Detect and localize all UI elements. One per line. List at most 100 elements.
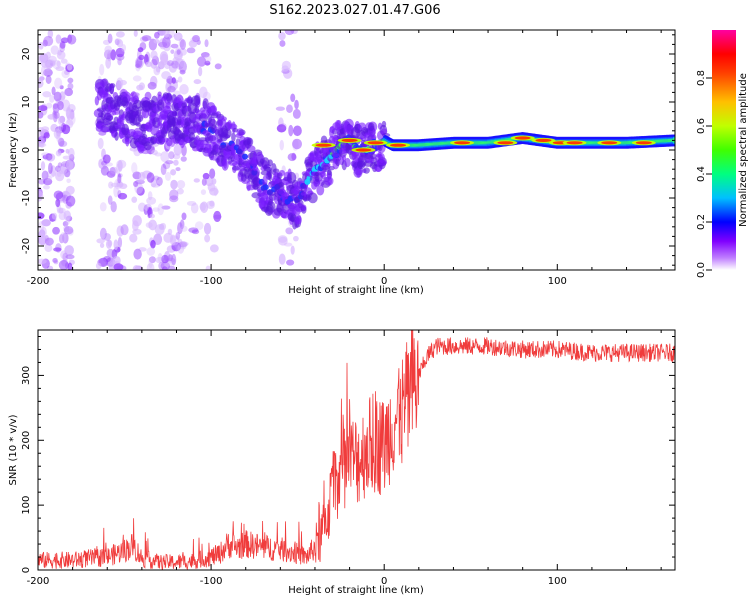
spectrogram-cell	[177, 243, 185, 254]
spectrogram-cell	[190, 202, 199, 214]
colorbar-tick-label: 0.2	[696, 214, 707, 230]
spectrogram-cell	[157, 252, 163, 263]
spectrogram-cell	[59, 41, 66, 49]
spectrogram-cell	[44, 244, 53, 253]
spectrogram-cell	[293, 235, 299, 242]
spectrogram-x-axis: -200 -100 0 100	[27, 30, 662, 287]
spectrogram-cell	[208, 118, 217, 130]
spectrogram-cell	[137, 47, 144, 53]
spectrogram-cell	[327, 170, 332, 176]
y-tick-label: -10	[21, 190, 32, 206]
spectrogram-cell	[63, 226, 74, 235]
colorbar-axis: 0.0 0.2 0.4 0.6 0.8	[696, 70, 712, 278]
spectrogram-cell	[99, 126, 110, 133]
spectrogram-cell	[193, 94, 201, 106]
spectrogram-cell	[103, 49, 113, 60]
spectrogram-y-axis: -20 -10 0 10 20	[21, 34, 675, 266]
spectrogram-cell	[38, 142, 42, 148]
spectrogram-cell	[179, 84, 189, 95]
spectrogram-cell	[288, 124, 294, 137]
spectrogram-cell	[138, 82, 145, 91]
spectrogram-cell	[107, 239, 113, 247]
spectrogram-cell	[368, 122, 375, 131]
spectrogram-cell	[166, 92, 172, 103]
spectrogram-cell	[284, 30, 295, 36]
spectrogram-cell	[44, 237, 54, 246]
spectrogram-cell	[141, 35, 152, 42]
snr-panel: -200 -100 0 100 0 100 200 300 Height of straig…	[8, 329, 676, 596]
spectrogram-cell	[196, 56, 207, 67]
spectrogram-cell	[62, 252, 69, 262]
spectrogram-cell	[178, 241, 188, 248]
spectrogram-cell	[292, 125, 302, 137]
spectrogram-cell	[177, 76, 183, 83]
spectrogram-cell	[66, 159, 74, 171]
colorbar-tick-label: 0.6	[696, 118, 707, 134]
spectrogram-cell	[109, 83, 115, 95]
spectrogram-cell	[49, 95, 55, 103]
spectrogram-cell	[50, 165, 56, 177]
spectrogram-cell	[133, 248, 142, 260]
spectrogram-cell	[285, 227, 294, 235]
spectrogram-cell	[170, 79, 179, 84]
spectrogram-cell	[175, 231, 181, 240]
spectrogram-cell	[141, 100, 150, 108]
spectrogram-cell	[207, 182, 216, 192]
spectrogram-cell	[110, 49, 117, 61]
spectrogram-cell	[179, 39, 186, 50]
spectrogram-cell	[53, 111, 60, 119]
spectrogram-cell	[193, 178, 200, 183]
spectrogram-cell	[116, 39, 124, 48]
spectrogram-cell	[146, 263, 155, 270]
colorbar-tick-label: 0.8	[696, 70, 707, 86]
spectrogram-cell	[176, 188, 184, 195]
spectrogram-cell	[324, 176, 334, 186]
spectrogram-cell	[50, 45, 59, 55]
spectrogram-cell	[316, 185, 325, 196]
spectrogram-cell	[38, 41, 44, 50]
spectrogram-cell	[320, 171, 327, 179]
spectrogram-cell	[67, 77, 74, 84]
spectrogram-cell	[131, 162, 138, 174]
spectrogram-cell	[186, 200, 197, 206]
spectrogram-cell	[148, 219, 157, 231]
spectrogram-cell	[277, 235, 288, 243]
spectrogram-cell	[38, 78, 44, 88]
spectrogram-cell	[55, 198, 61, 208]
spectrogram-cell	[147, 191, 153, 201]
spectrogram-cell	[107, 195, 113, 205]
spectrogram-cell	[53, 260, 59, 265]
spectrogram-cell	[66, 107, 72, 120]
spectrogram-cell	[170, 49, 175, 54]
spectrogram-cell	[104, 45, 113, 54]
spectrogram-cell	[56, 60, 61, 67]
spectrogram-cell	[192, 35, 200, 43]
spectrogram-cell	[46, 153, 56, 162]
spectrogram-cell	[145, 61, 153, 68]
spectrogram-cell	[160, 163, 167, 176]
spectrogram-cell	[40, 65, 45, 76]
spectrogram-cell	[200, 189, 207, 195]
spectrogram-cell	[58, 207, 64, 214]
spectrogram-cell	[102, 154, 111, 164]
spectrogram-cell	[170, 179, 178, 190]
spectrogram-cell	[278, 31, 286, 41]
spectrogram-cell	[40, 161, 46, 171]
spectrogram-cell	[62, 232, 69, 244]
spectrogram-cell	[65, 217, 70, 226]
spectrogram-cell	[150, 50, 158, 60]
spectrogram-cell	[38, 232, 46, 242]
spectrogram-cell	[601, 141, 618, 145]
spectrogram-cell	[43, 154, 53, 161]
spectrogram-cell	[267, 159, 273, 167]
snr-series-line	[38, 330, 675, 570]
spectrogram-cell	[38, 178, 46, 185]
spectrogram-cell	[113, 185, 119, 198]
spectrogram-cell	[175, 167, 181, 172]
spectrogram-cell	[107, 33, 113, 44]
spectrogram-cell	[109, 166, 116, 176]
spectrogram-cell	[58, 259, 69, 270]
spectrogram-cell	[176, 179, 186, 189]
spectrogram-cell	[136, 186, 145, 196]
spectrogram-cell	[188, 227, 199, 233]
